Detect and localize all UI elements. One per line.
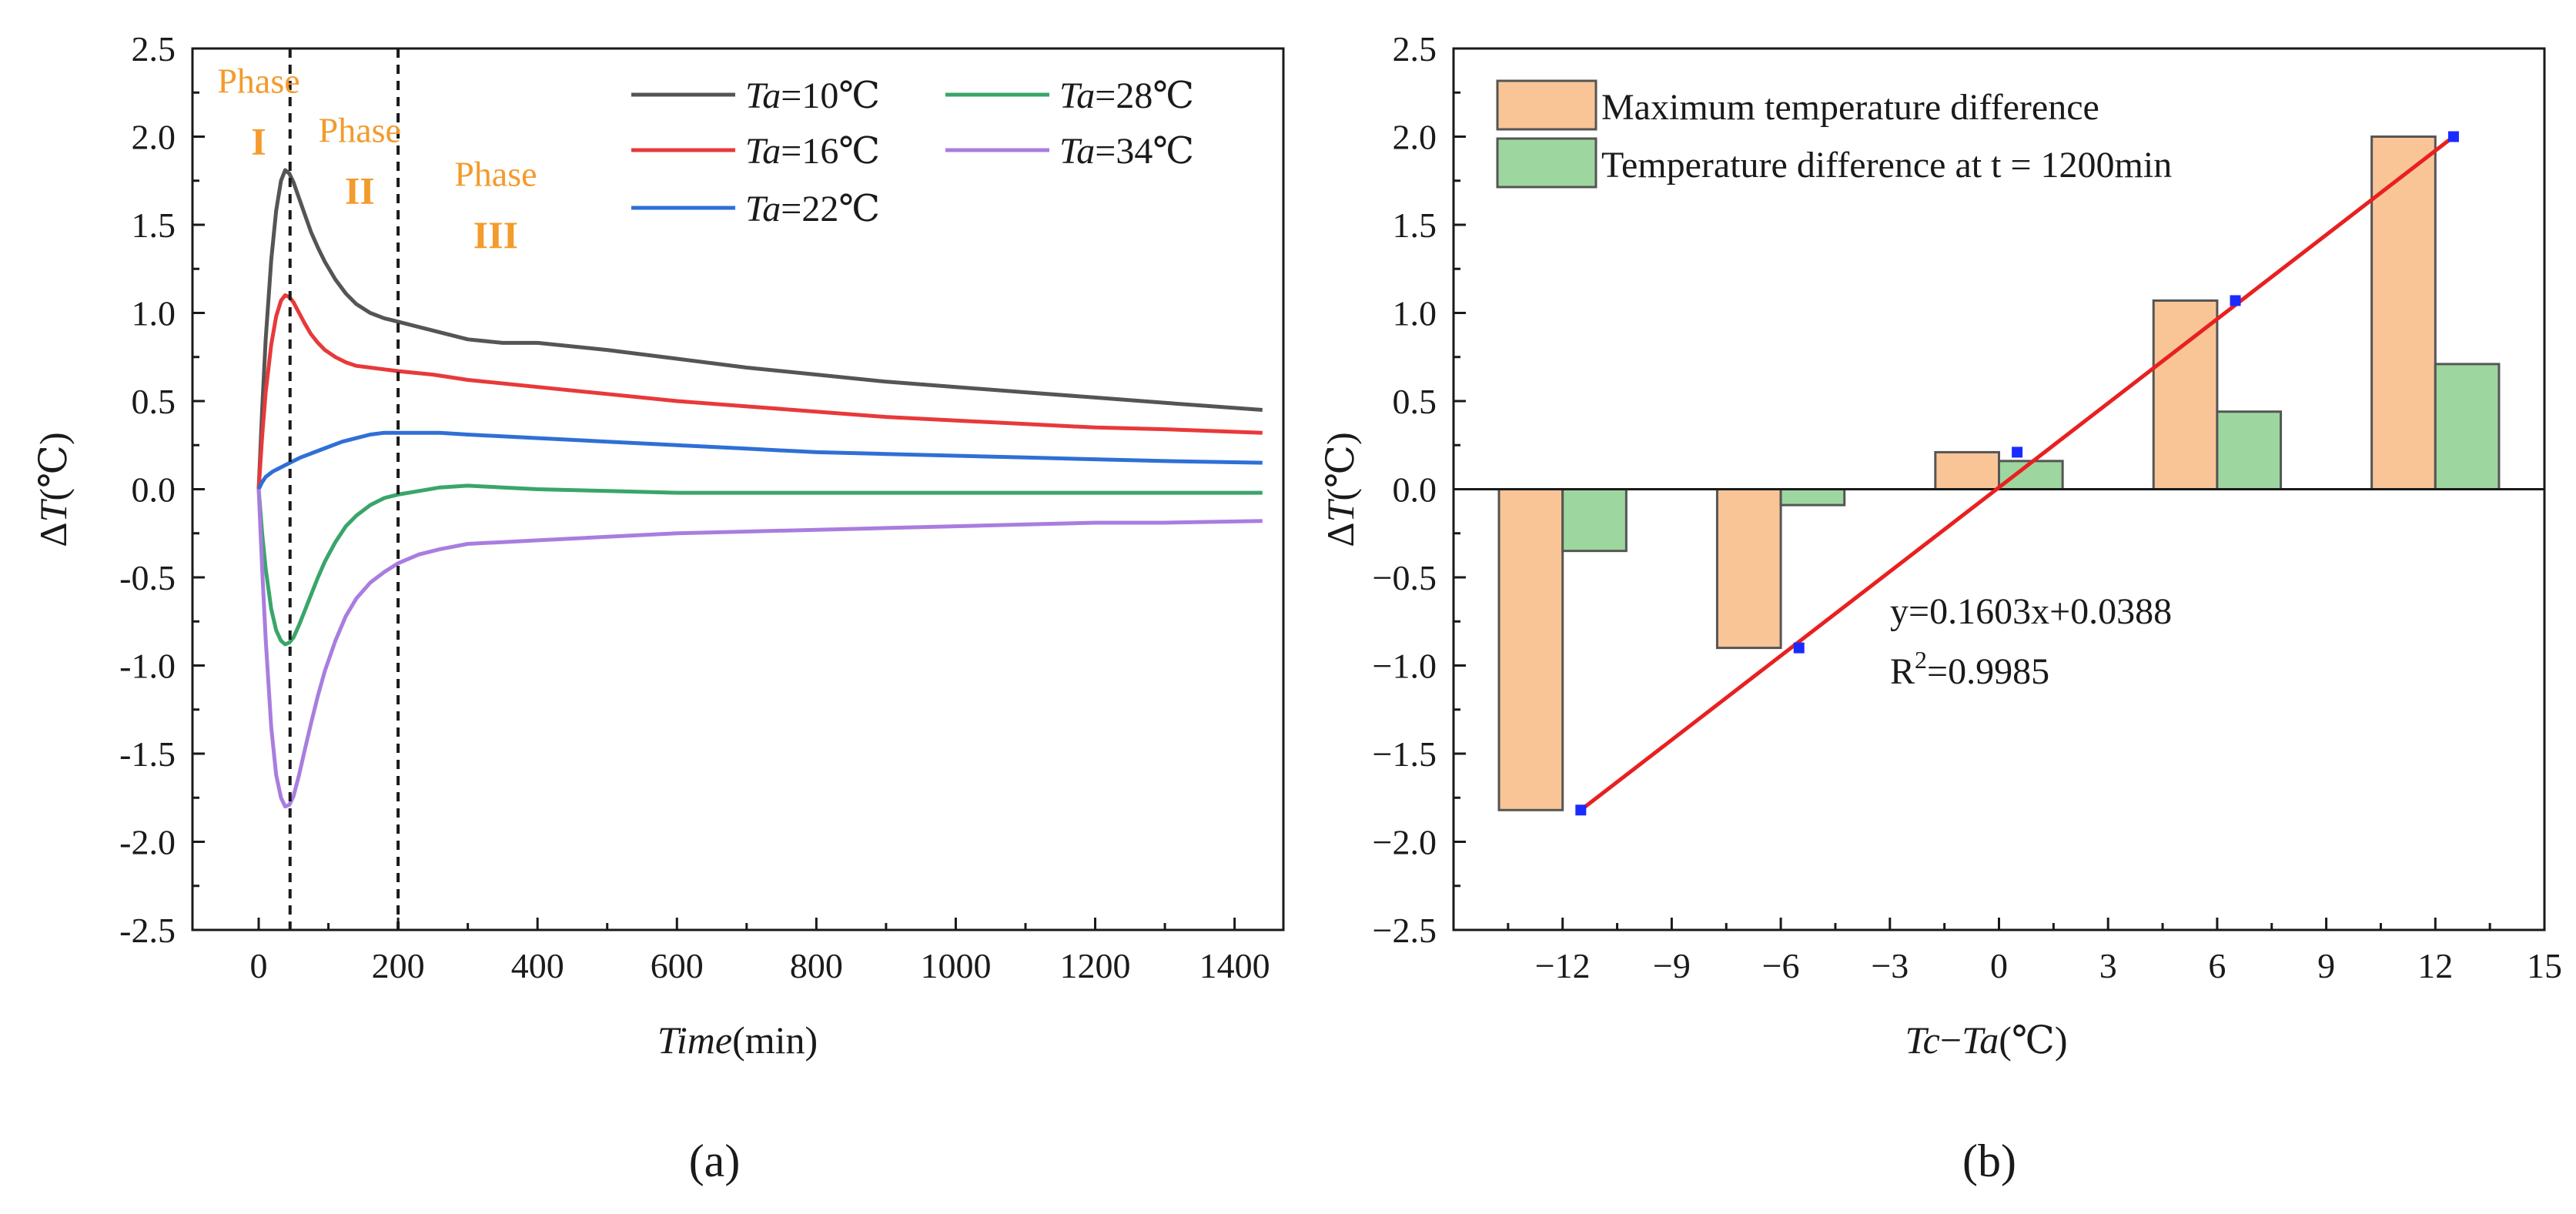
x-tick-label: 12 [2417, 946, 2453, 985]
panel-a-legend: Ta=10℃ Ta=28℃ Ta=16℃ Ta=34℃ Ta=22℃ [631, 75, 1194, 229]
phase-label-1: Phase [217, 61, 299, 100]
x-tick-label: 600 [651, 946, 704, 985]
bar-max-diff-6 [2152, 299, 2219, 490]
fit-point-marker [2447, 131, 2459, 142]
y-tick-label: 2.0 [132, 118, 176, 157]
y-tick-label: 0.0 [132, 470, 176, 510]
y-tick-label: 1.0 [1393, 294, 1437, 333]
x-tick-label: −6 [1762, 946, 1800, 985]
fit-equation: y=0.1603x+0.0388 [1890, 591, 2172, 632]
bar-max-diff-0 [1934, 450, 2000, 490]
x-tick-label: 800 [790, 946, 843, 985]
phase-dividers [288, 48, 400, 930]
panel-b-legend: Maximum temperature difference Temperatu… [1496, 79, 2172, 189]
y-tick-label: -0.5 [119, 558, 176, 597]
y-tick-label: −0.5 [1373, 558, 1437, 597]
series-line-ta10 [256, 168, 1263, 490]
bar-diff-1200-12 [2434, 363, 2501, 490]
panel-a-x-ticks: 0 200 400 600 800 1000 1200 1400 [250, 918, 1270, 985]
y-tick-label: −1.0 [1373, 647, 1437, 686]
phase-labels: Phase I Phase II Phase III [217, 61, 537, 256]
x-tick-label: 0 [1990, 946, 2008, 985]
panel-b-x-axis-title: Tc−Ta(℃) [1905, 1018, 2067, 1062]
y-tick-label: -1.5 [119, 734, 176, 774]
panel-a-x-axis-title: Time(min) [657, 1018, 818, 1062]
x-tick-label: 6 [2208, 946, 2226, 985]
legend-swatch-diff-1200 [1496, 137, 1597, 189]
y-tick-label: -2.5 [119, 911, 176, 950]
panel-b-bar-chart: −2.5 −2.0 −1.5 −1.0 −0.5 0.0 0.5 1.0 1.5 2.0 2.5 −… [1319, 29, 2562, 1186]
x-tick-label: 3 [2099, 946, 2117, 985]
y-tick-label: -2.0 [119, 823, 176, 862]
x-tick-label: 1200 [1060, 946, 1131, 985]
legend-swatch-max-diff [1496, 79, 1597, 131]
legend-label-ta16: Ta=16℃ [745, 131, 880, 172]
legend-label-diff-1200: Temperature difference at t = 1200min [1601, 145, 2172, 186]
panel-b-y-axis-title: ΔT(℃) [1319, 432, 1362, 547]
fit-line-group [1575, 131, 2459, 816]
fit-point-marker [2012, 446, 2023, 458]
panel-b-x-ticks: −12 −9 −6 −3 0 3 6 9 12 15 [1507, 918, 2562, 985]
x-tick-label: 9 [2317, 946, 2335, 985]
series-line-ta28 [256, 483, 1263, 647]
phase-numeral-1: I [251, 119, 266, 162]
panel-b-y-ticks: −2.5 −2.0 −1.5 −1.0 −0.5 0.0 0.5 1.0 1.5 2.0 2.5 [1373, 29, 1466, 950]
panel-a-y-ticks: -2.5 -2.0 -1.5 -1.0 -0.5 0.0 0.5 1.0 1.5 2.0 2.5 [119, 29, 205, 950]
x-tick-label: 15 [2527, 946, 2562, 985]
x-tick-label: 0 [250, 946, 268, 985]
legend-label-ta10: Ta=10℃ [745, 75, 880, 116]
x-tick-label: −12 [1535, 946, 1591, 985]
x-tick-label: 200 [372, 946, 425, 985]
r-squared: R2=0.9985 [1890, 646, 2049, 692]
y-tick-label: 0.0 [1393, 470, 1437, 510]
y-tick-label: 1.5 [132, 206, 176, 245]
fit-line [1579, 135, 2455, 812]
series-line-ta34 [256, 489, 1263, 809]
series-line-ta16 [256, 293, 1263, 490]
bar-diff-1200-0 [1998, 460, 2064, 490]
y-tick-label: -1.0 [119, 647, 176, 686]
y-tick-label: 0.5 [132, 382, 176, 421]
y-tick-label: −2.5 [1373, 911, 1437, 950]
phase-label-2: Phase [319, 110, 401, 149]
bar-diff-1200-6 [1779, 488, 1846, 507]
y-tick-label: −1.5 [1373, 734, 1437, 774]
panel-a-y-axis-title: ΔT(℃) [32, 432, 75, 547]
x-tick-label: −9 [1653, 946, 1691, 985]
phase-numeral-2: II [345, 169, 375, 212]
legend-label-max-diff: Maximum temperature difference [1601, 87, 2099, 128]
y-tick-label: 1.0 [132, 294, 176, 333]
legend-label-ta28: Ta=28℃ [1059, 75, 1194, 116]
x-tick-label: 1400 [1199, 946, 1270, 985]
panel-a-caption: (a) [689, 1135, 741, 1186]
fit-point-marker [2230, 295, 2241, 306]
legend-label-ta34: Ta=34℃ [1059, 131, 1194, 172]
x-tick-label: 1000 [920, 946, 991, 985]
series-line-ta22 [256, 430, 1263, 490]
y-tick-label: −2.0 [1373, 823, 1437, 862]
panel-a-line-chart: -2.5 -2.0 -1.5 -1.0 -0.5 0.0 0.5 1.0 1.5 2.0 2.5 0… [32, 29, 1285, 1186]
y-tick-label: 2.0 [1393, 118, 1437, 157]
x-tick-label: −3 [1871, 946, 1909, 985]
bar-diff-1200-6 [2216, 410, 2283, 490]
bar-max-diff-6 [1715, 488, 1782, 650]
bar-max-diff-12 [2370, 135, 2437, 490]
y-tick-label: 2.5 [1393, 29, 1437, 69]
y-tick-label: 1.5 [1393, 206, 1437, 245]
bar-max-diff-12 [1497, 488, 1564, 811]
phase-label-3: Phase [454, 155, 537, 194]
y-tick-label: 2.5 [132, 29, 176, 69]
fit-point-marker [1793, 642, 1805, 654]
bar-diff-1200-12 [1561, 488, 1628, 553]
panel-a-curves [256, 168, 1263, 809]
fit-point-marker [1575, 804, 1587, 816]
legend-label-ta22: Ta=22℃ [745, 189, 880, 229]
phase-numeral-3: III [473, 213, 518, 256]
x-tick-label: 400 [511, 946, 564, 985]
panel-b-caption: (b) [1962, 1135, 2016, 1186]
y-tick-label: 0.5 [1393, 382, 1437, 421]
